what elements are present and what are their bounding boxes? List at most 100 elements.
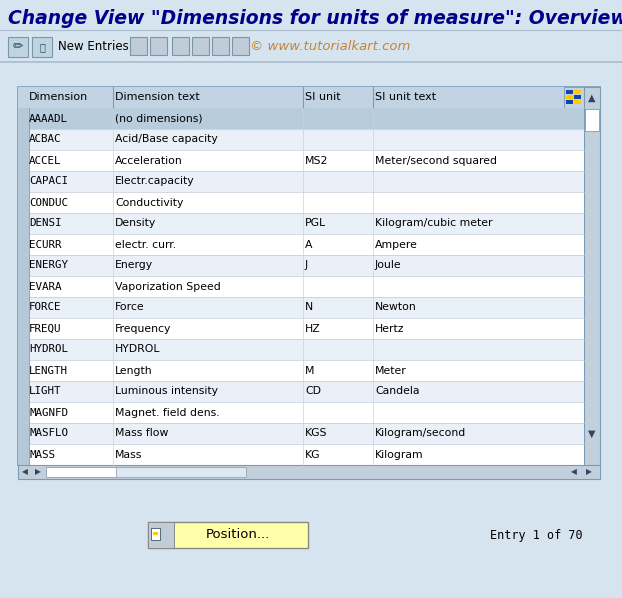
Bar	[172, 37, 189, 55]
Text: MASS: MASS	[29, 450, 55, 459]
Bar	[18, 192, 584, 213]
Bar	[18, 234, 29, 255]
Text: MS2: MS2	[305, 155, 328, 166]
Bar	[574, 90, 581, 94]
Bar	[18, 381, 29, 402]
Text: Meter/second squared: Meter/second squared	[375, 155, 497, 166]
Text: Candela: Candela	[375, 386, 419, 396]
Bar	[18, 381, 584, 402]
Text: electr. curr.: electr. curr.	[115, 240, 176, 249]
Bar	[18, 444, 584, 465]
Text: ◀: ◀	[22, 468, 28, 477]
Text: Ampere: Ampere	[375, 240, 418, 249]
Text: Magnet. field dens.: Magnet. field dens.	[115, 407, 220, 417]
Text: Kilogram: Kilogram	[375, 450, 424, 459]
Bar	[574, 95, 581, 99]
Bar	[18, 360, 29, 381]
Text: PGL: PGL	[305, 218, 326, 228]
Text: N: N	[305, 303, 313, 313]
Bar	[18, 255, 584, 276]
Bar	[18, 339, 584, 360]
Bar	[18, 213, 584, 234]
Bar	[18, 297, 29, 318]
Bar	[18, 423, 584, 444]
Text: Force: Force	[115, 303, 145, 313]
Text: Electr.capacity: Electr.capacity	[115, 176, 195, 187]
Bar	[148, 522, 308, 548]
Bar	[18, 276, 29, 297]
Bar	[18, 234, 584, 255]
Text: Density: Density	[115, 218, 156, 228]
Bar	[18, 360, 584, 381]
Text: J: J	[305, 261, 309, 270]
Text: AAAADL: AAAADL	[29, 114, 68, 124]
Text: ACCEL: ACCEL	[29, 155, 62, 166]
Text: Dimension: Dimension	[29, 93, 88, 102]
Bar	[18, 192, 29, 213]
Bar	[18, 255, 29, 276]
Text: Kilogram/cubic meter: Kilogram/cubic meter	[375, 218, 493, 228]
Bar	[151, 528, 160, 540]
Text: A: A	[305, 240, 312, 249]
Text: Hertz: Hertz	[375, 324, 404, 334]
Text: Mass flow: Mass flow	[115, 429, 169, 438]
Text: ECURR: ECURR	[29, 240, 62, 249]
Text: DENSI: DENSI	[29, 218, 62, 228]
Text: Frequency: Frequency	[115, 324, 172, 334]
Bar	[18, 87, 584, 108]
Bar	[18, 339, 29, 360]
Bar	[18, 108, 584, 129]
Text: Mass: Mass	[115, 450, 142, 459]
Bar	[18, 318, 584, 339]
Text: Entry 1 of 70: Entry 1 of 70	[490, 529, 583, 542]
Bar	[32, 37, 52, 57]
Text: Luminous intensity: Luminous intensity	[115, 386, 218, 396]
Text: Conductivity: Conductivity	[115, 197, 183, 208]
Bar	[192, 37, 209, 55]
Text: LIGHT: LIGHT	[29, 386, 62, 396]
Text: M: M	[305, 365, 315, 376]
Text: CAPACI: CAPACI	[29, 176, 68, 187]
Text: ▼: ▼	[588, 429, 596, 438]
Text: Energy: Energy	[115, 261, 153, 270]
Text: ▶: ▶	[586, 468, 592, 477]
Bar	[18, 213, 29, 234]
Bar	[566, 95, 573, 99]
Text: CONDUC: CONDUC	[29, 197, 68, 208]
Text: HYDROL: HYDROL	[115, 344, 160, 355]
Bar	[153, 532, 158, 535]
Bar	[574, 100, 581, 104]
Bar	[18, 318, 29, 339]
Bar	[18, 150, 29, 171]
Text: CD: CD	[305, 386, 321, 396]
Text: FORCE: FORCE	[29, 303, 62, 313]
Bar	[0, 30, 622, 62]
Bar	[18, 276, 584, 297]
Text: Acceleration: Acceleration	[115, 155, 183, 166]
Bar	[148, 522, 174, 548]
Text: FREQU: FREQU	[29, 324, 62, 334]
Text: ✏: ✏	[12, 41, 23, 53]
Bar	[18, 129, 584, 150]
Bar	[18, 444, 29, 465]
Bar	[18, 150, 584, 171]
Bar	[566, 90, 573, 94]
Text: SI unit text: SI unit text	[375, 93, 436, 102]
Text: MAGNFD: MAGNFD	[29, 407, 68, 417]
Text: (no dimensions): (no dimensions)	[115, 114, 203, 124]
Text: Joule: Joule	[375, 261, 402, 270]
Bar	[18, 423, 29, 444]
Bar	[18, 402, 29, 423]
Text: Kilogram/second: Kilogram/second	[375, 429, 466, 438]
Bar	[18, 129, 29, 150]
Bar	[18, 465, 600, 479]
Text: KG: KG	[305, 450, 320, 459]
Text: EVARA: EVARA	[29, 282, 62, 291]
Bar	[212, 37, 229, 55]
Bar	[564, 87, 584, 108]
Bar	[46, 467, 246, 477]
Bar	[18, 87, 600, 465]
Text: Length: Length	[115, 365, 152, 376]
Text: ENERGY: ENERGY	[29, 261, 68, 270]
Text: SI unit: SI unit	[305, 93, 341, 102]
